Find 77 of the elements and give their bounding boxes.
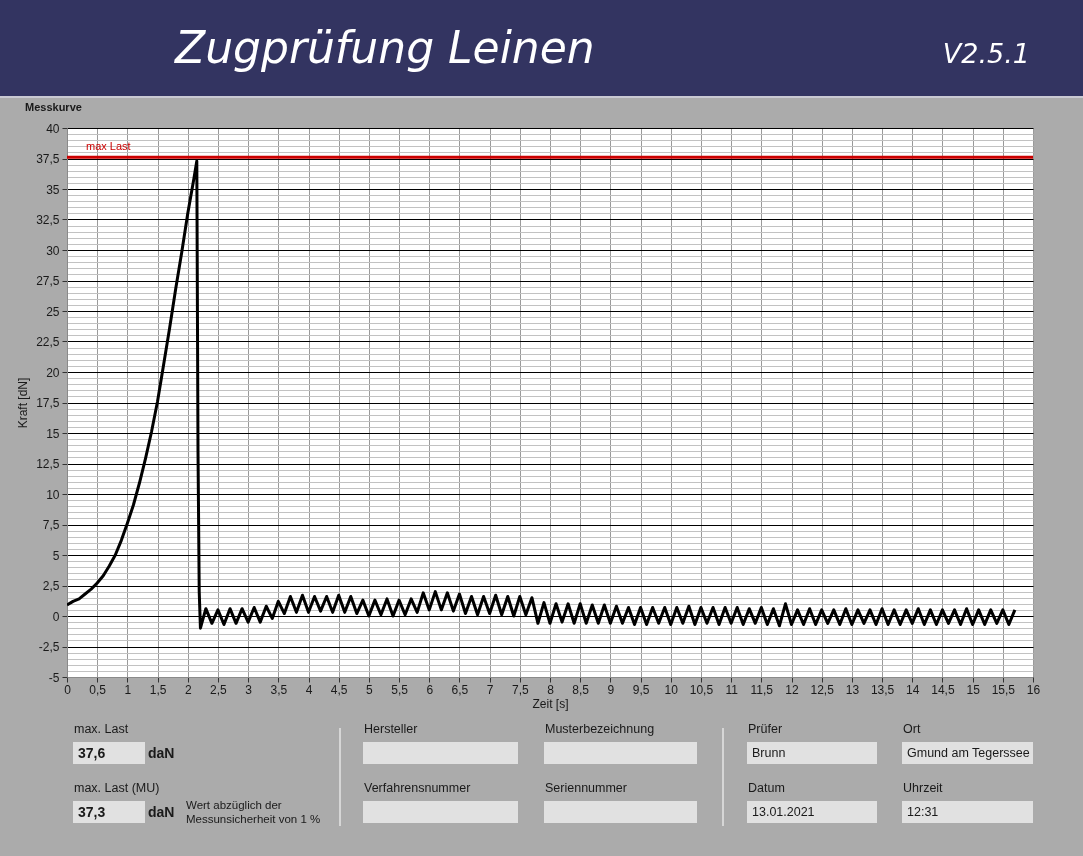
y-tick-label: -2,5 xyxy=(38,640,60,654)
x-tick-label: 11 xyxy=(725,682,739,697)
text-field: 12:31 xyxy=(902,801,1033,823)
text-field: 37,6 xyxy=(73,742,145,764)
text: Musterbezeichnung xyxy=(545,722,655,737)
y-tick-label: 0 xyxy=(52,609,60,624)
chart-subtitle: Messkurve xyxy=(25,101,82,114)
x-tick-label: 15,5 xyxy=(991,682,1016,697)
y-tick-label: 7,5 xyxy=(42,518,60,532)
x-tick-label: 0 xyxy=(64,682,72,697)
text-field: Brunn xyxy=(747,742,877,764)
y-tick-label: -5 xyxy=(48,670,60,685)
text-field: Gmund am Tegerssee xyxy=(902,742,1033,764)
x-tick-label: 10 xyxy=(664,682,679,697)
y-tick-label: 32,5 xyxy=(36,213,60,227)
text-field: 13.01.2021 xyxy=(747,801,877,823)
x-tick-label: 9 xyxy=(607,682,615,697)
y-axis-title: Kraft [dN] xyxy=(16,377,31,429)
x-tick-label: 3,5 xyxy=(270,682,288,697)
text: Ort xyxy=(903,722,921,737)
x-tick-label: 16 xyxy=(1026,682,1041,697)
text: Datum xyxy=(748,781,785,796)
y-tick-label: 40 xyxy=(46,121,60,136)
x-tick-label: 4 xyxy=(305,682,313,697)
text: daN xyxy=(148,744,175,763)
text: Hersteller xyxy=(364,722,418,737)
y-tick-label: 17,5 xyxy=(36,396,60,410)
x-tick-label: 12 xyxy=(785,682,799,697)
text: Seriennummer xyxy=(545,781,627,796)
y-tick-label: 30 xyxy=(46,243,60,258)
x-tick-label: 13 xyxy=(845,682,860,697)
text-field: 37,3 xyxy=(73,801,145,823)
x-tick-label: 4,5 xyxy=(330,682,348,697)
ref-line-label: max Last xyxy=(86,140,131,153)
x-tick-label: 1,5 xyxy=(149,682,167,697)
x-tick-label: 9,5 xyxy=(632,682,650,697)
x-tick-label: 11,5 xyxy=(750,682,774,697)
text: Verfahrensnummer xyxy=(364,781,471,796)
y-tick-label: 22,5 xyxy=(36,335,60,349)
text: Wert abzüglich der Messunsicherheit von 1 % xyxy=(186,798,322,826)
x-tick-label: 2 xyxy=(184,682,192,697)
x-tick-label: 5 xyxy=(366,682,374,697)
x-axis-title: Zeit [s] xyxy=(532,696,569,711)
x-tick-label: 14,5 xyxy=(931,682,955,697)
y-tick-label: 2,5 xyxy=(42,579,60,593)
text: Uhrzeit xyxy=(903,781,943,796)
y-tick-label: 37,5 xyxy=(36,152,60,166)
x-tick-label: 5,5 xyxy=(391,682,409,697)
x-tick-label: 6 xyxy=(426,682,434,697)
x-tick-label: 15 xyxy=(966,682,981,697)
y-tick-label: 12,5 xyxy=(36,457,60,471)
x-tick-label: 8 xyxy=(547,682,555,697)
x-tick-label: 3 xyxy=(245,682,253,697)
x-tick-label: 12,5 xyxy=(810,682,835,697)
y-tick-label: 25 xyxy=(46,304,60,319)
x-tick-label: 13,5 xyxy=(870,682,895,697)
y-tick-label: 5 xyxy=(52,548,60,563)
y-tick-label: 27,5 xyxy=(36,274,60,288)
text: max. Last xyxy=(74,722,129,737)
x-tick-label: 10,5 xyxy=(689,682,714,697)
chart-title: Zugprüfung Leinen xyxy=(175,22,595,74)
x-tick-label: 14 xyxy=(906,682,920,697)
y-tick-label: 20 xyxy=(46,365,60,380)
text: daN xyxy=(148,803,175,822)
x-tick-label: 7 xyxy=(486,682,494,697)
y-tick-label: 35 xyxy=(46,182,60,197)
x-tick-label: 2,5 xyxy=(210,682,228,697)
text: V2.5.1 xyxy=(942,37,1030,71)
text: max. Last (MU) xyxy=(74,781,160,796)
y-tick-label: 10 xyxy=(46,487,60,502)
x-tick-label: 0,5 xyxy=(89,682,107,697)
x-tick-label: 1 xyxy=(124,682,132,697)
text: Prüfer xyxy=(748,722,783,737)
x-tick-label: 8,5 xyxy=(572,682,590,697)
x-tick-label: 6,5 xyxy=(451,682,469,697)
x-tick-label: 7,5 xyxy=(511,682,529,697)
y-tick-label: 15 xyxy=(46,426,60,441)
